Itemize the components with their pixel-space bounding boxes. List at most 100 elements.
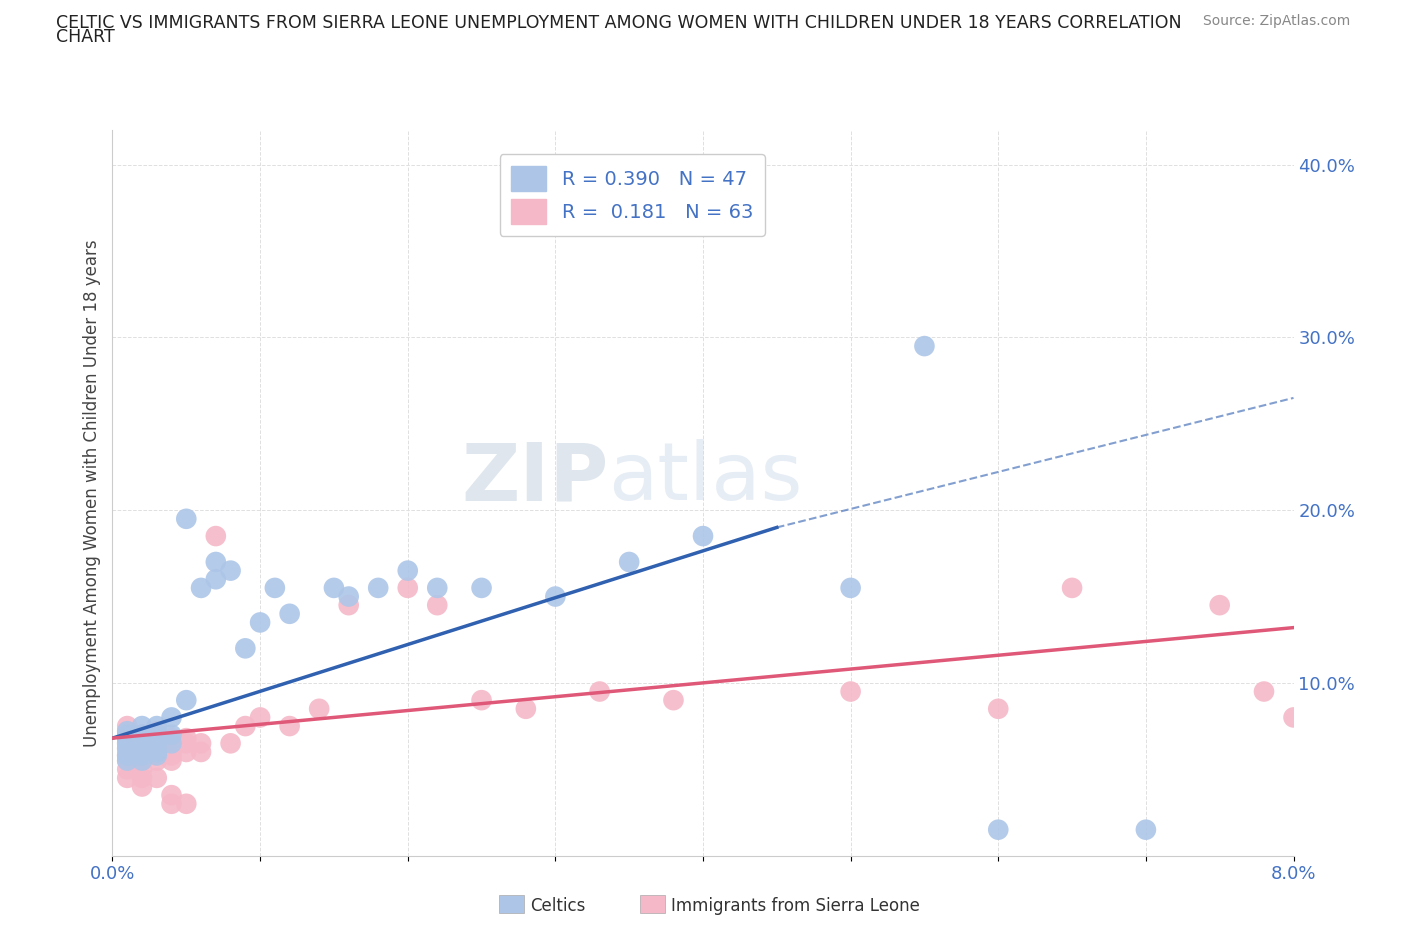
Point xyxy=(396,564,419,578)
Point xyxy=(515,701,537,716)
Point xyxy=(131,745,153,760)
Point xyxy=(662,693,685,708)
Point xyxy=(117,741,138,756)
Text: ZIP: ZIP xyxy=(461,439,609,517)
Point xyxy=(249,710,271,724)
Point xyxy=(131,753,153,768)
Point xyxy=(367,580,389,595)
Point xyxy=(1135,822,1157,837)
Point xyxy=(131,748,153,763)
Point xyxy=(146,741,169,756)
Point xyxy=(308,701,330,716)
Point xyxy=(987,701,1010,716)
Point xyxy=(131,731,153,746)
Text: CHART: CHART xyxy=(56,28,115,46)
Point xyxy=(174,796,197,811)
Text: CELTIC VS IMMIGRANTS FROM SIERRA LEONE UNEMPLOYMENT AMONG WOMEN WITH CHILDREN UN: CELTIC VS IMMIGRANTS FROM SIERRA LEONE U… xyxy=(56,14,1182,32)
Point xyxy=(146,727,169,742)
Point xyxy=(146,770,169,785)
Point xyxy=(396,580,419,595)
Point xyxy=(174,731,197,746)
Point xyxy=(117,736,138,751)
Point xyxy=(146,736,169,751)
Point xyxy=(1208,598,1232,613)
Point xyxy=(146,753,169,768)
Point xyxy=(117,753,138,768)
Point xyxy=(117,731,138,746)
Point xyxy=(131,731,153,746)
Point xyxy=(146,745,169,760)
Point xyxy=(174,693,197,708)
Point xyxy=(737,201,759,216)
Point xyxy=(190,580,212,595)
Point xyxy=(131,727,153,742)
Point xyxy=(544,589,567,604)
Point xyxy=(131,779,153,794)
Point xyxy=(160,788,183,803)
Point xyxy=(337,598,360,613)
Point xyxy=(117,727,138,742)
Point xyxy=(278,719,301,734)
Point xyxy=(233,719,256,734)
Point xyxy=(131,727,153,742)
Point xyxy=(146,745,169,760)
Point xyxy=(264,580,287,595)
Text: Immigrants from Sierra Leone: Immigrants from Sierra Leone xyxy=(671,897,920,915)
Point xyxy=(131,741,153,756)
Point xyxy=(117,724,138,738)
Point xyxy=(117,748,138,763)
Point xyxy=(839,580,862,595)
Point xyxy=(471,580,494,595)
Point xyxy=(619,554,641,569)
Point xyxy=(117,731,138,746)
Point xyxy=(146,719,169,734)
Point xyxy=(117,727,138,742)
Point xyxy=(337,589,360,604)
Point xyxy=(146,724,169,738)
Point xyxy=(839,684,862,699)
Point xyxy=(471,693,494,708)
Point xyxy=(131,741,153,756)
Point xyxy=(914,339,936,353)
Point xyxy=(131,753,153,768)
Point xyxy=(160,736,183,751)
Point xyxy=(117,762,138,777)
Point xyxy=(426,598,449,613)
Point xyxy=(160,731,183,746)
Point xyxy=(160,796,183,811)
Point xyxy=(131,762,153,777)
Point xyxy=(117,748,138,763)
Point xyxy=(146,748,169,763)
Legend: R = 0.390   N = 47, R =  0.181   N = 63: R = 0.390 N = 47, R = 0.181 N = 63 xyxy=(499,154,765,235)
Point xyxy=(174,736,197,751)
Point xyxy=(117,724,138,738)
Point xyxy=(146,748,169,763)
Point xyxy=(426,580,449,595)
Point xyxy=(131,770,153,785)
Point xyxy=(160,710,183,724)
Point xyxy=(174,745,197,760)
Y-axis label: Unemployment Among Women with Children Under 18 years: Unemployment Among Women with Children U… xyxy=(83,239,101,747)
Point xyxy=(233,641,256,656)
Point xyxy=(205,554,228,569)
Point xyxy=(117,753,138,768)
Point xyxy=(1282,710,1305,724)
Point xyxy=(146,731,169,746)
Point xyxy=(323,580,346,595)
Point xyxy=(146,727,169,742)
Point xyxy=(117,736,138,751)
Point xyxy=(131,719,153,734)
Point xyxy=(205,572,228,587)
Point xyxy=(588,684,610,699)
Point xyxy=(1062,580,1084,595)
Point xyxy=(174,512,197,526)
Point xyxy=(131,736,153,751)
Point xyxy=(160,736,183,751)
Point xyxy=(131,736,153,751)
Point xyxy=(249,615,271,630)
Point xyxy=(278,606,301,621)
Point xyxy=(146,745,169,760)
Point xyxy=(205,528,228,543)
Point xyxy=(160,745,183,760)
Point xyxy=(117,741,138,756)
